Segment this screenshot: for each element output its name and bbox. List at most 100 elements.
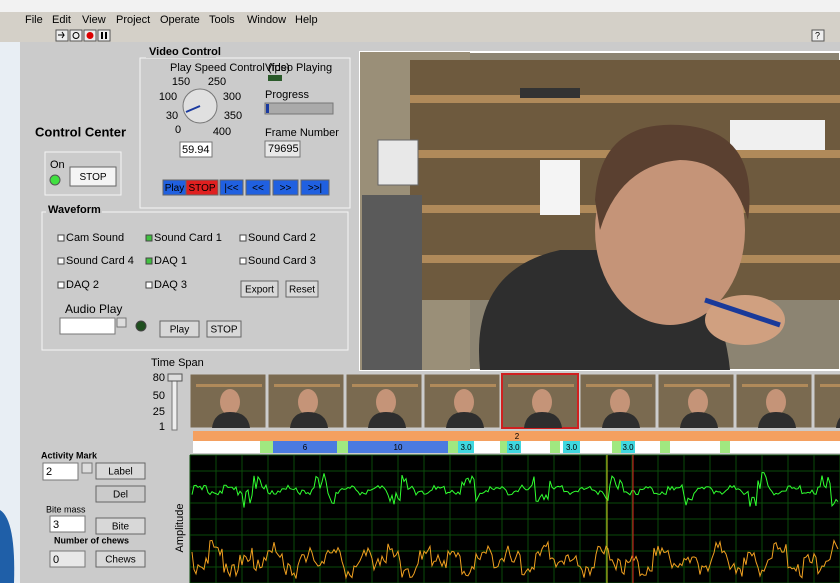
transport-button[interactable]: >>|	[308, 183, 322, 194]
slider-tick: 1	[159, 421, 165, 433]
channel-label[interactable]: Sound Card 1	[154, 232, 222, 244]
segment-label: 3.0	[508, 443, 520, 452]
control-center-title: Control Center	[35, 124, 126, 139]
progress-fill	[266, 104, 269, 113]
menu-item[interactable]: Tools	[209, 14, 235, 26]
audio-play-button[interactable]: Play	[170, 325, 189, 336]
channel-label[interactable]: DAQ 3	[154, 279, 187, 291]
activity-title: Activity Mark	[41, 450, 98, 460]
channel-checkbox[interactable]	[240, 258, 246, 264]
channel-checkbox[interactable]	[146, 258, 152, 264]
slider-thumb[interactable]	[168, 374, 182, 381]
channel-label[interactable]: Sound Card 3	[248, 255, 316, 267]
menu-item[interactable]: Operate	[160, 14, 200, 26]
channel-label[interactable]: DAQ 1	[154, 255, 187, 267]
paper-towels	[540, 160, 580, 215]
left-strip	[0, 42, 20, 583]
thumb-shelf	[196, 384, 262, 387]
progress-label: Progress	[265, 89, 310, 101]
cabinet	[362, 195, 422, 370]
channel-checkbox[interactable]	[240, 235, 246, 241]
thumb-head	[610, 389, 630, 415]
on-label: On	[50, 159, 65, 171]
del-button[interactable]: Del	[113, 490, 128, 501]
bite-mass-value[interactable]: 3	[53, 519, 59, 531]
svg-text:?: ?	[815, 30, 820, 40]
segment-label: 3.0	[622, 443, 634, 452]
reset-button[interactable]: Reset	[289, 285, 315, 296]
knob-label: 250	[208, 76, 226, 88]
transport-button[interactable]: <<	[252, 183, 264, 194]
playing-led	[268, 75, 282, 81]
speed-value[interactable]: 59.94	[182, 144, 210, 156]
knob-label: 400	[213, 126, 231, 138]
menu-item[interactable]: Help	[295, 14, 318, 26]
thumb-head	[454, 389, 474, 415]
segment-label: 3.0	[460, 443, 472, 452]
audio-stop-button[interactable]: STOP	[210, 325, 237, 336]
timeline-gap	[720, 441, 730, 453]
transport-button[interactable]: Play	[165, 183, 184, 194]
menu-item[interactable]: Window	[247, 14, 286, 26]
menu-item[interactable]: Project	[116, 14, 150, 26]
chews-value[interactable]: 0	[53, 554, 59, 566]
thumb-shelf	[274, 384, 340, 387]
mark-value[interactable]: 2	[46, 466, 52, 478]
channel-checkbox[interactable]	[58, 258, 64, 264]
knob-label: 30	[166, 110, 178, 122]
channel-label[interactable]: Sound Card 4	[66, 255, 134, 267]
timeline-label: 2	[515, 432, 520, 441]
channel-label[interactable]: Sound Card 2	[248, 232, 316, 244]
box-on-shelf	[520, 88, 580, 98]
group-title: Video Control	[149, 46, 221, 58]
thumbnail[interactable]	[814, 374, 840, 428]
transport-button[interactable]: STOP	[188, 183, 215, 194]
label-button[interactable]: Label	[108, 467, 132, 478]
thumb-shelf	[664, 384, 730, 387]
bite-button[interactable]: Bite	[112, 522, 130, 533]
knob-label: 0	[175, 124, 181, 136]
thumb-shelf	[352, 384, 418, 387]
export-button[interactable]: Export	[245, 285, 274, 296]
timeline-gap	[337, 441, 348, 453]
channel-checkbox[interactable]	[58, 235, 64, 241]
audio-play-label: Audio Play	[65, 302, 122, 316]
microwave	[378, 140, 418, 185]
stop-button[interactable]: STOP	[79, 172, 106, 183]
mark-spin[interactable]	[82, 463, 92, 473]
channel-checkbox[interactable]	[146, 282, 152, 288]
menu-item[interactable]: File	[25, 14, 43, 26]
title-strip	[0, 0, 840, 12]
channel-label[interactable]: Cam Sound	[66, 232, 124, 244]
frame-label: Frame Number	[265, 127, 339, 139]
binders	[730, 120, 825, 150]
menu-item[interactable]: View	[82, 14, 106, 26]
transport-button[interactable]: >>	[280, 183, 292, 194]
chews-label: Number of chews	[54, 535, 129, 545]
channel-label[interactable]: DAQ 2	[66, 279, 99, 291]
knob-label: 350	[224, 110, 242, 122]
dropdown-arrow[interactable]	[117, 318, 126, 327]
segment-label: 10	[394, 443, 403, 452]
slider-tick: 25	[153, 406, 165, 418]
channel-checkbox[interactable]	[146, 235, 152, 241]
knob-label: 150	[172, 76, 190, 88]
channel-checkbox[interactable]	[58, 282, 64, 288]
transport-button[interactable]: |<<	[224, 183, 238, 194]
thumb-head	[298, 389, 318, 415]
thumb-shelf	[430, 384, 496, 387]
timeline-gap	[660, 441, 670, 453]
audio-led	[136, 321, 146, 331]
knob-label: 300	[223, 91, 241, 103]
audio-dropdown[interactable]	[60, 318, 115, 334]
frame-value: 79695	[268, 143, 299, 155]
timeline-gap	[500, 441, 507, 453]
timeline-gap	[260, 441, 273, 453]
chews-button[interactable]: Chews	[105, 555, 136, 566]
menu-item[interactable]: Edit	[52, 14, 71, 26]
slider-tick: 80	[153, 372, 165, 384]
thumb-head	[220, 389, 240, 415]
slider-tick: 50	[153, 390, 165, 402]
thumb-shelf	[820, 384, 840, 387]
labview-window: ? File Edit View Project Operate Tools Window H…	[0, 0, 840, 583]
